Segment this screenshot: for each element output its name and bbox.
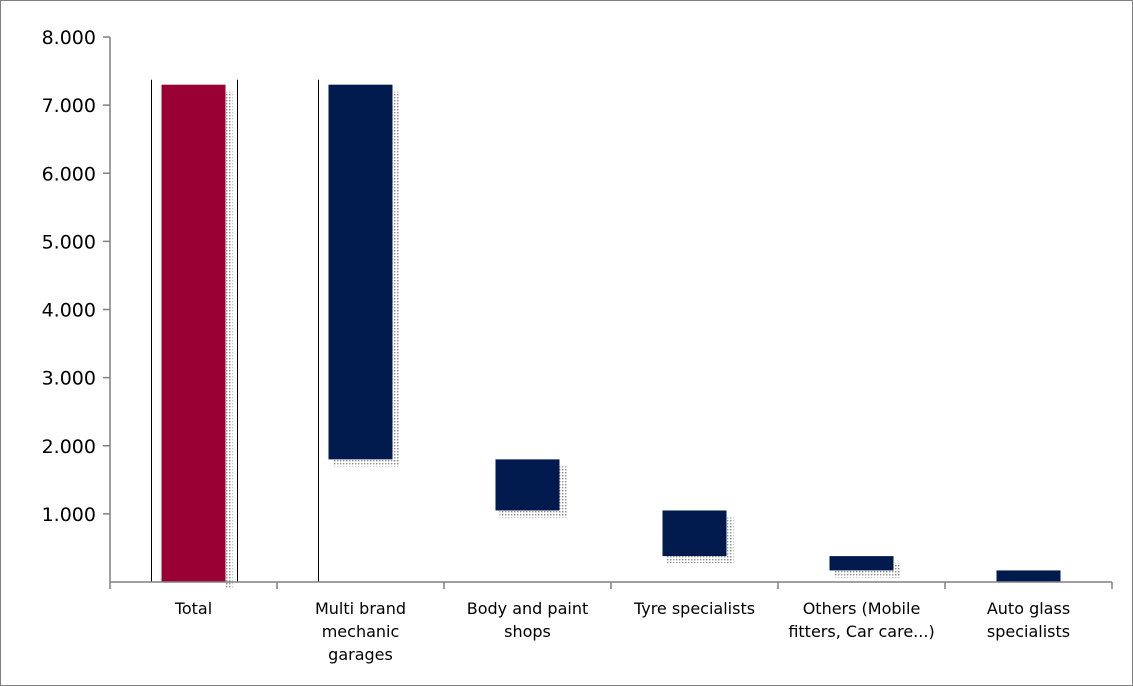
bar-shadow-right — [893, 563, 901, 578]
category-label-line: shops — [504, 622, 551, 641]
bar-layer — [151, 79, 1061, 582]
category-label-line: garages — [328, 645, 393, 664]
category-label-line: Multi brand — [315, 599, 406, 618]
bar-shadow-layer — [225, 91, 901, 589]
y-tick-label: 5.000 — [42, 231, 96, 253]
category-label-line: Tyre specialists — [633, 599, 755, 618]
component-bar — [328, 84, 393, 460]
component-bar — [829, 556, 894, 571]
component-bar — [495, 459, 560, 511]
component-bar — [662, 510, 727, 557]
bar-shadow-right — [392, 91, 400, 467]
bar-shadow-bottom — [833, 570, 901, 578]
y-tick-label: 1.000 — [42, 504, 96, 526]
x-tick-layer — [109, 582, 1113, 589]
category-label: Multi brand mechanic garages — [315, 599, 406, 664]
category-label: Total — [174, 599, 212, 618]
bar-shadow-bottom — [332, 459, 400, 467]
bar-shadow-right — [225, 91, 233, 589]
category-label: Auto glass specialists — [987, 599, 1070, 641]
axis-layer — [109, 37, 1112, 583]
category-label-line: Others (Mobile — [803, 599, 921, 618]
y-tick-layer: 1.000 2.000 3.000 4.000 5.000 6.000 7.000 8.000 — [42, 27, 110, 526]
category-label-layer: Total Multi brand mechanic garages Body and … — [174, 599, 1070, 664]
y-tick-label: 2.000 — [42, 436, 96, 458]
category-label-line: mechanic — [322, 622, 400, 641]
y-tick-label: 8.000 — [42, 27, 96, 49]
category-label-line: Auto glass — [987, 599, 1070, 618]
category-label-line: specialists — [987, 622, 1070, 641]
y-tick-label: 7.000 — [42, 95, 96, 117]
component-bar — [996, 570, 1061, 582]
category-label-line: Total — [174, 599, 212, 618]
category-label-line: fitters, Car care...) — [788, 622, 934, 641]
category-label-line: Body and paint — [467, 599, 588, 618]
y-tick-label: 4.000 — [42, 300, 96, 322]
y-tick-label: 6.000 — [42, 163, 96, 185]
y-tick-label: 3.000 — [42, 368, 96, 390]
category-label: Body and paint shops — [467, 599, 588, 641]
category-label: Tyre specialists — [633, 599, 755, 618]
category-label: Others (Mobile fitters, Car care...) — [788, 599, 934, 641]
total-bar — [161, 84, 226, 582]
bar-shadow-right — [726, 517, 734, 564]
bar-shadow-bottom — [499, 510, 567, 518]
bar-shadow-bottom — [666, 556, 734, 564]
bar-shadow-right — [559, 466, 567, 518]
